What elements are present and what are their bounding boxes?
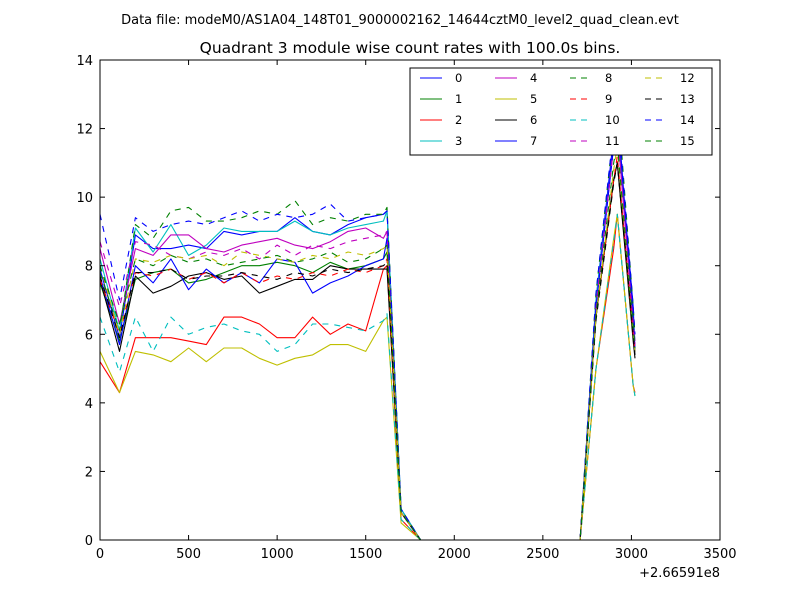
legend-label-2: 2 [455,113,462,127]
plot-frame [99,59,721,541]
y-tick-label: 8 [85,260,93,275]
x-tick-label: 0 [96,547,104,562]
chart-title: Quadrant 3 module wise count rates with … [200,39,621,57]
legend-label-10: 10 [605,113,620,127]
legend-label-1: 1 [455,92,462,106]
legend-label-15: 15 [680,134,695,148]
x-tick-label: 1000 [261,547,294,562]
x-tick-label: 2500 [526,547,559,562]
series-line-15 [99,141,636,541]
legend-label-4: 4 [530,71,537,85]
y-tick-label: 12 [76,123,93,138]
legend-label-14: 14 [680,113,695,127]
legend-label-12: 12 [680,71,695,85]
legend-label-8: 8 [605,71,612,85]
x-tick-label: 3000 [615,547,648,562]
legend-label-7: 7 [530,134,537,148]
y-tick-label: 14 [76,54,93,69]
y-tick-label: 10 [76,191,93,206]
y-tick-label: 2 [85,465,93,480]
series-line-8 [99,93,636,541]
x-tick-label: 2000 [438,547,471,562]
legend-label-6: 6 [530,113,537,127]
y-tick-label: 4 [85,397,93,412]
y-tick-label: 6 [85,328,93,343]
series-line-13 [99,162,636,541]
x-tick-label: 1500 [349,547,382,562]
x-tick-label: 500 [176,547,201,562]
x-axis-offset-label: +2.66591e8 [639,566,720,581]
legend-label-9: 9 [605,92,612,106]
legend-label-5: 5 [530,92,537,106]
legend-label-3: 3 [455,134,462,148]
y-tick-label: 0 [85,534,93,549]
legend-label-11: 11 [605,134,620,148]
x-tick-label: 3500 [703,547,736,562]
legend-label-0: 0 [455,71,462,85]
legend-label-13: 13 [680,92,695,106]
series-line-14 [99,104,636,541]
figure-suptitle: Data file: modeM0/AS1A04_148T01_90000021… [121,13,679,28]
